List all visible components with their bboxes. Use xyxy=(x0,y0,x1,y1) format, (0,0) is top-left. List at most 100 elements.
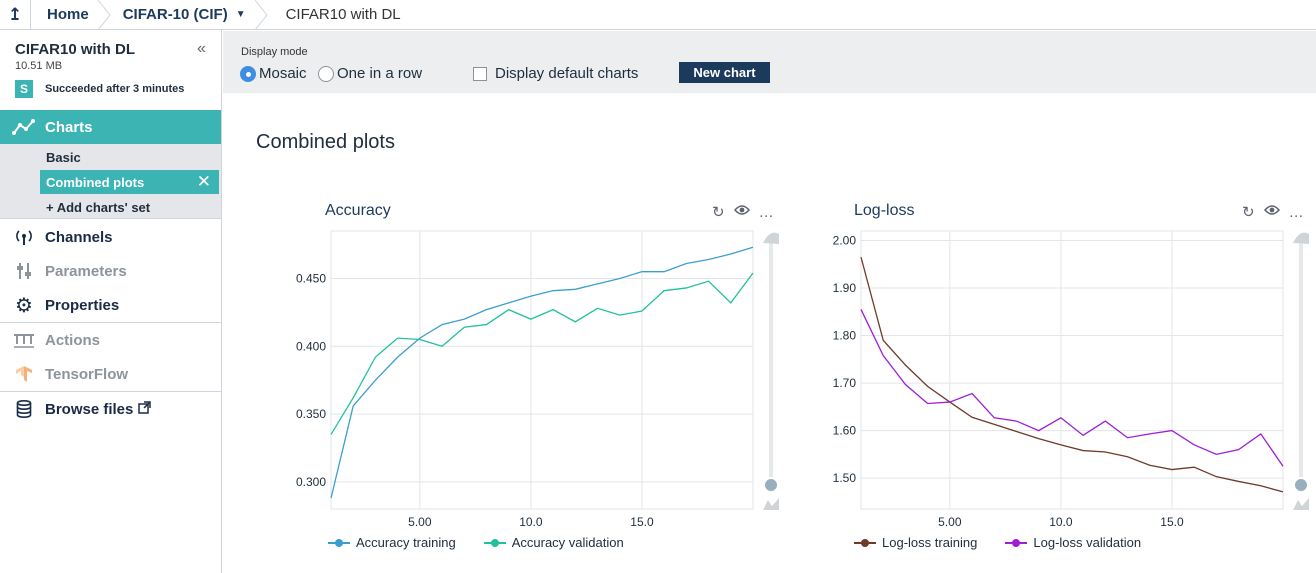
more-options-icon[interactable]: … xyxy=(1288,203,1304,221)
chart-set-basic[interactable]: Basic xyxy=(46,149,81,165)
actions-icon xyxy=(13,332,35,348)
zoom-bottom-icon xyxy=(1293,498,1309,510)
series-line xyxy=(860,309,1284,467)
legend-label: Accuracy validation xyxy=(511,535,624,550)
y-tick-label: 0.400 xyxy=(296,339,326,353)
x-tick-label: 10.0 xyxy=(1049,515,1073,529)
add-charts-set-button[interactable]: + Add charts' set xyxy=(46,199,151,215)
mosaic-radio[interactable]: Mosaic xyxy=(240,65,307,82)
x-tick-label: 10.0 xyxy=(519,515,543,529)
close-icon[interactable]: ✕ xyxy=(196,172,211,191)
legend-label: Accuracy training xyxy=(356,535,456,550)
y-tick-label: 2.00 xyxy=(833,234,857,248)
display-default-charts-checkbox[interactable]: Display default charts xyxy=(473,65,638,82)
radio-selected-icon[interactable] xyxy=(240,65,256,82)
chart-set-combined-plots-label: Combined plots xyxy=(46,174,145,190)
zoom-slider-handle xyxy=(1293,477,1309,493)
sidebar-item-channels[interactable]: Channels xyxy=(0,220,221,254)
legend-label: Log-loss validation xyxy=(1033,535,1142,550)
eye-icon[interactable] xyxy=(1263,203,1280,221)
one-in-a-row-radio-label: One in a row xyxy=(337,65,423,82)
sidebar-item-browse-files-label: Browse files xyxy=(45,400,134,418)
database-icon xyxy=(13,400,35,418)
sidebar-item-browse-files[interactable]: Browse files xyxy=(0,392,221,426)
series-line xyxy=(330,272,754,435)
sidebar-item-properties-label: Properties xyxy=(45,296,120,314)
sidebar-divider xyxy=(0,391,221,392)
legend-swatch xyxy=(854,538,876,547)
collapse-sidebar-icon[interactable]: « xyxy=(197,40,206,57)
eye-icon[interactable] xyxy=(733,203,750,221)
sidebar: CIFAR10 with DL « 10.51 MB S Succeeded a… xyxy=(0,30,222,573)
legend-swatch xyxy=(1005,538,1028,547)
legend-swatch xyxy=(328,538,350,547)
legend-item[interactable]: Accuracy validation xyxy=(483,535,624,550)
zoom-top-icon xyxy=(763,232,779,244)
one-in-a-row-radio[interactable]: One in a row xyxy=(318,65,422,82)
more-options-icon[interactable]: … xyxy=(758,203,774,221)
x-tick-label: 5.00 xyxy=(938,515,962,529)
breadcrumb-project-label: CIFAR-10 (CIF) xyxy=(122,6,228,23)
legend-label: Log-loss training xyxy=(882,535,978,550)
up-arrow-icon[interactable]: ↥ xyxy=(0,0,31,29)
sidebar-item-tensorflow[interactable]: TensorFlow xyxy=(0,357,221,391)
y-tick-label: 0.300 xyxy=(296,475,326,489)
gear-icon: ⚙ xyxy=(15,294,33,317)
antenna-icon xyxy=(13,228,35,246)
y-tick-label: 0.350 xyxy=(296,407,326,421)
checkbox-icon[interactable] xyxy=(473,66,487,81)
y-tick-label: 1.80 xyxy=(833,329,857,343)
chart-toolbar: ↻ … xyxy=(712,203,774,222)
sidebar-item-charts[interactable]: Charts xyxy=(0,110,221,144)
sidebar-item-parameters-label: Parameters xyxy=(45,262,127,280)
plot-frame xyxy=(330,230,754,510)
x-tick-label: 5.00 xyxy=(408,515,432,529)
display-mode-bar: Display mode Mosaic One in a row Display… xyxy=(223,31,1316,93)
plot-frame xyxy=(860,230,1284,510)
series-line xyxy=(330,246,754,499)
radio-unselected-icon[interactable] xyxy=(318,65,334,82)
sidebar-item-channels-label: Channels xyxy=(45,228,113,246)
status-row: S Succeeded after 3 minutes xyxy=(15,80,184,98)
breadcrumb-home[interactable]: Home xyxy=(31,0,111,30)
new-chart-button[interactable]: New chart xyxy=(679,62,770,83)
sidebar-item-parameters[interactable]: Parameters xyxy=(0,254,221,288)
legend-item[interactable]: Accuracy training xyxy=(328,535,456,550)
y-tick-label: 1.70 xyxy=(833,376,857,390)
y-tick-label: 0.450 xyxy=(296,271,326,285)
chart-legend: Accuracy training Accuracy validation xyxy=(328,535,652,550)
sidebar-item-tensorflow-label: TensorFlow xyxy=(45,365,129,383)
external-link-icon xyxy=(138,400,152,418)
accuracy-chart: Accuracy ↻ … 0.300 0.350 0.400 0.450 5.00 10.… xyxy=(260,195,779,565)
chart-sets-list: Basic Combined plots ✕ + Add charts' set xyxy=(0,144,221,219)
breadcrumb-current: CIFAR10 with DL xyxy=(264,0,419,29)
sidebar-item-actions-label: Actions xyxy=(45,331,101,349)
log-loss-plot[interactable]: 1.50 1.60 1.70 1.80 1.90 2.00 5.00 10.0 15.0 xyxy=(790,195,1316,535)
refresh-icon[interactable]: ↻ xyxy=(1242,204,1255,221)
zoom-slider-handle xyxy=(763,477,779,493)
breadcrumb-current-label: CIFAR10 with DL xyxy=(285,6,401,23)
refresh-icon[interactable]: ↻ xyxy=(712,204,725,221)
y-tick-label: 1.60 xyxy=(833,424,857,438)
sidebar-item-properties[interactable]: ⚙ Properties xyxy=(0,288,221,322)
sidebar-divider xyxy=(0,322,221,323)
chart-set-combined-plots[interactable]: Combined plots ✕ xyxy=(40,170,219,194)
breadcrumb: ↥ Home CIFAR-10 (CIF) ▼ CIFAR10 with DL xyxy=(0,0,1316,30)
sidebar-item-actions[interactable]: Actions xyxy=(0,323,221,357)
chevron-down-icon[interactable]: ▼ xyxy=(235,9,246,20)
display-mode-label: Display mode xyxy=(241,46,308,58)
breadcrumb-project[interactable]: CIFAR-10 (CIF) ▼ xyxy=(107,0,268,30)
accuracy-plot[interactable]: 0.300 0.350 0.400 0.450 5.00 10.0 15.0 xyxy=(260,195,800,535)
x-tick-label: 15.0 xyxy=(630,515,654,529)
sliders-icon xyxy=(13,262,35,280)
legend-item[interactable]: Log-loss validation xyxy=(1005,535,1141,550)
experiment-title: CIFAR10 with DL xyxy=(15,41,136,58)
series-line xyxy=(860,256,1284,493)
chart-line-icon xyxy=(12,119,35,135)
x-tick-label: 15.0 xyxy=(1160,515,1184,529)
chart-title: Log-loss xyxy=(854,202,915,219)
legend-item[interactable]: Log-loss training xyxy=(854,535,977,550)
chart-set-title: Combined plots xyxy=(256,131,395,153)
breadcrumb-separator xyxy=(254,0,268,30)
display-default-charts-label: Display default charts xyxy=(495,65,639,82)
